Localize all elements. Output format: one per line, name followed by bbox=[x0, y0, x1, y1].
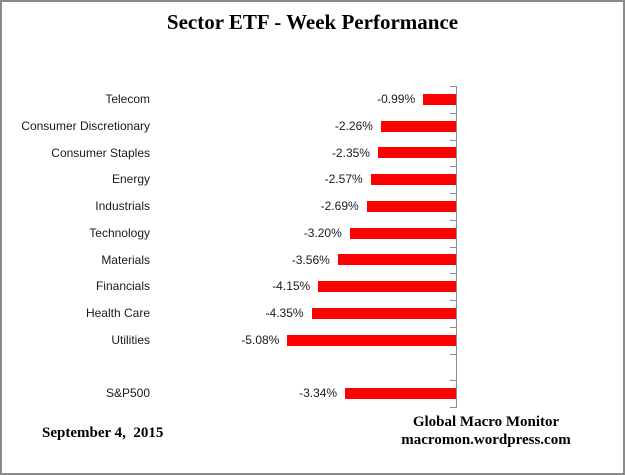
bar bbox=[377, 147, 456, 159]
axis-tick bbox=[450, 353, 457, 355]
bar bbox=[345, 388, 456, 400]
bar bbox=[366, 200, 456, 212]
bar bbox=[318, 281, 456, 293]
bar bbox=[380, 120, 456, 132]
category-label: Industrials bbox=[95, 199, 150, 213]
category-label: Utilities bbox=[111, 332, 150, 347]
axis-tick bbox=[450, 273, 457, 275]
bar bbox=[287, 334, 456, 346]
value-label: -2.35% bbox=[331, 145, 370, 160]
axis-tick bbox=[450, 166, 457, 168]
value-label: -3.20% bbox=[303, 225, 342, 240]
bar bbox=[423, 93, 456, 105]
footer-source: Global Macro Monitor macromon.wordpress.… bbox=[400, 413, 572, 449]
axis-tick bbox=[450, 326, 457, 328]
bar bbox=[311, 307, 456, 319]
category-label: Health Care bbox=[85, 306, 150, 320]
bar bbox=[337, 254, 456, 266]
axis-tick bbox=[450, 380, 457, 382]
value-label: -2.26% bbox=[334, 118, 373, 133]
axis-tick bbox=[450, 193, 457, 194]
value-label: -2.57% bbox=[324, 172, 363, 187]
value-label: -3.34% bbox=[299, 386, 338, 401]
category-label: S&P500 bbox=[105, 386, 150, 401]
value-label: -4.35% bbox=[265, 306, 304, 320]
value-label: -5.08% bbox=[241, 332, 280, 347]
footer-source-name: Global Macro Monitor bbox=[412, 414, 560, 430]
chart-title: Sector ETF - Week Performance bbox=[166, 10, 459, 34]
category-label: Energy bbox=[111, 172, 150, 187]
category-label: Consumer Staples bbox=[51, 145, 150, 160]
footer-source-url: macromon.wordpress.com bbox=[401, 432, 571, 448]
category-label: Technology bbox=[89, 225, 150, 240]
category-label: Materials bbox=[101, 252, 150, 267]
axis-tick bbox=[450, 112, 457, 114]
value-label: -0.99% bbox=[377, 92, 416, 106]
axis-tick bbox=[450, 300, 457, 301]
axis-tick bbox=[450, 407, 457, 408]
axis-tick bbox=[450, 86, 457, 87]
value-label: -4.15% bbox=[272, 279, 311, 294]
category-label: Telecom bbox=[105, 92, 150, 106]
axis-tick bbox=[450, 219, 457, 221]
value-label: -3.56% bbox=[291, 252, 330, 267]
value-label: -2.69% bbox=[320, 199, 359, 213]
bar bbox=[349, 227, 456, 239]
category-label: Financials bbox=[95, 279, 150, 294]
category-label bbox=[2, 354, 150, 381]
footer-date: September 4, 2015 bbox=[42, 425, 164, 441]
axis-tick bbox=[450, 246, 457, 248]
bar bbox=[370, 174, 456, 186]
category-label: Consumer Discretionary bbox=[21, 118, 150, 133]
axis-tick bbox=[450, 139, 457, 141]
